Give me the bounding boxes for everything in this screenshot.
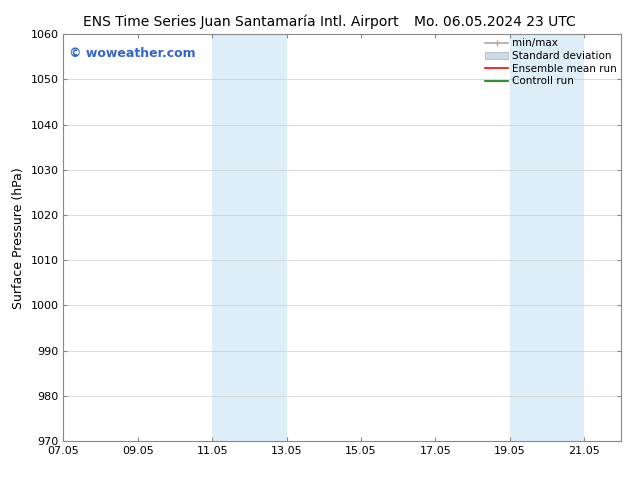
- Y-axis label: Surface Pressure (hPa): Surface Pressure (hPa): [12, 167, 25, 309]
- Text: Mo. 06.05.2024 23 UTC: Mo. 06.05.2024 23 UTC: [413, 15, 576, 29]
- Bar: [212, 34, 287, 441]
- Text: © woweather.com: © woweather.com: [69, 47, 196, 59]
- Legend: min/max, Standard deviation, Ensemble mean run, Controll run: min/max, Standard deviation, Ensemble me…: [483, 36, 619, 88]
- Text: ENS Time Series Juan Santamaría Intl. Airport: ENS Time Series Juan Santamaría Intl. Ai…: [83, 15, 399, 29]
- Bar: [510, 34, 584, 441]
